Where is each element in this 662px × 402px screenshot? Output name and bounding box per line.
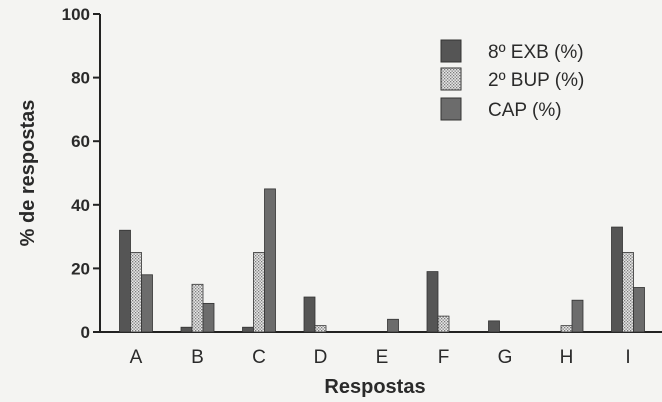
legend: 8º EXB (%) 2º BUP (%) CAP (%) — [440, 39, 584, 121]
legend-label: 2º BUP (%) — [488, 70, 584, 91]
bar-C-series-3 — [264, 188, 276, 333]
x-tick-label: B — [191, 347, 204, 368]
bar-H-series-2 — [560, 325, 573, 333]
bar-C-series-1 — [242, 326, 254, 333]
bar-G-series-1 — [488, 320, 500, 333]
legend-swatch — [440, 39, 462, 63]
bar-H-series-3 — [571, 299, 584, 333]
x-axis: A B C D E F G H I — [100, 331, 662, 368]
bar-I-series-2 — [622, 252, 634, 333]
x-tick-label: F — [438, 347, 450, 368]
bar-C-series-2 — [253, 252, 265, 333]
x-tick-label: A — [130, 347, 143, 368]
bar-B-series-2 — [191, 283, 204, 333]
y-tick-label: 100 — [62, 5, 90, 24]
y-tick-label: 60 — [71, 132, 90, 151]
bars — [119, 188, 645, 333]
bar-I-series-1 — [611, 226, 623, 333]
y-tick-label: 20 — [71, 259, 90, 278]
bar-A-series-2 — [130, 252, 142, 333]
legend-swatch — [440, 97, 462, 121]
bar-D-series-2 — [314, 325, 327, 333]
x-tick-label: I — [625, 347, 630, 368]
legend-label: 8º EXB (%) — [488, 42, 584, 63]
bar-B-series-1 — [180, 326, 193, 333]
legend-label: CAP (%) — [488, 100, 562, 121]
bar-D-series-1 — [303, 296, 316, 333]
y-tick-label: 0 — [81, 323, 90, 342]
bar-F-series-1 — [426, 271, 439, 333]
y-axis-title: % de respostas — [17, 100, 39, 247]
x-tick-label: E — [376, 347, 389, 368]
bar-F-series-2 — [437, 315, 450, 333]
bar-A-series-1 — [119, 229, 131, 333]
y-tick-label: 40 — [71, 196, 90, 215]
bar-A-series-3 — [141, 274, 153, 333]
x-tick-label: D — [314, 347, 328, 368]
x-axis-title: Respostas — [324, 376, 425, 398]
x-tick-label: C — [252, 347, 266, 368]
x-tick-label: H — [560, 347, 574, 368]
bar-B-series-3 — [202, 302, 215, 333]
y-tick-label: 80 — [71, 69, 90, 88]
legend-swatch — [440, 67, 462, 91]
bar-E-series-3 — [387, 318, 399, 333]
bar-I-series-3 — [633, 287, 645, 333]
x-tick-label: G — [498, 347, 513, 368]
y-axis: 0 20 40 60 80 100 — [62, 5, 101, 342]
